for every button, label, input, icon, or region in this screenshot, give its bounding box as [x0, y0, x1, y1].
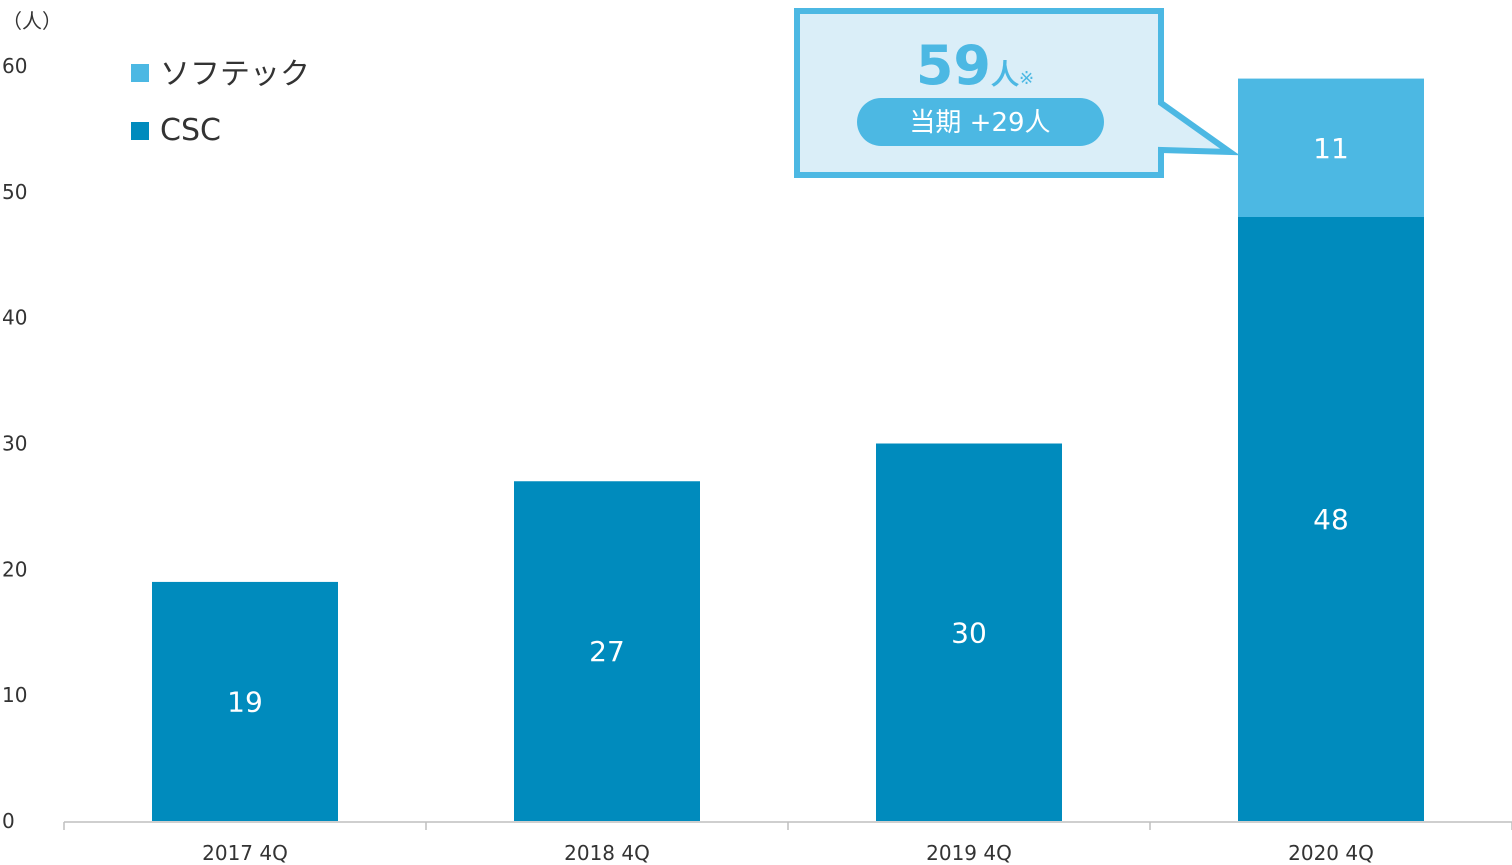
callout-total-text: 59人※: [916, 34, 1034, 97]
callout-footnote-mark: ※: [1019, 68, 1034, 89]
bar-labels: 19 27 30 48 11: [227, 132, 1349, 719]
y-axis: 0 10 20 30 40 50 60: [2, 54, 27, 833]
bar-value-label: 19: [227, 685, 263, 718]
bar-csc: [876, 443, 1062, 821]
x-tick-label: 2017 4Q: [202, 841, 288, 865]
bar-value-label: 48: [1313, 503, 1349, 536]
callout-box: [794, 8, 1240, 178]
y-tick-label: 0: [2, 809, 15, 833]
callout-total-unit: 人: [991, 58, 1019, 91]
bar-softec: [1238, 78, 1424, 217]
legend-swatch-softec: [131, 64, 149, 82]
callout-total-value: 59: [916, 34, 991, 97]
y-tick-label: 10: [2, 683, 27, 707]
callout-change-text: 当期 +29人: [909, 108, 1050, 138]
x-tick-label: 2019 4Q: [926, 841, 1012, 865]
y-tick-label: 20: [2, 557, 27, 581]
bar-csc: [152, 581, 338, 821]
bar-value-label: 30: [951, 616, 987, 649]
x-tick-label: 2020 4Q: [1288, 841, 1374, 865]
y-tick-label: 40: [2, 306, 27, 330]
bar-value-label: 11: [1313, 132, 1349, 165]
bar-csc: [1238, 217, 1424, 821]
bars: [152, 78, 1424, 821]
legend-label-csc: CSC: [160, 113, 221, 148]
y-tick-label: 30: [2, 432, 27, 456]
y-tick-label: 50: [2, 180, 27, 204]
bar-value-label: 27: [589, 635, 625, 668]
y-axis-unit-label: （人）: [2, 9, 62, 33]
x-tick-label: 2018 4Q: [564, 841, 650, 865]
callout-change-pill: [857, 98, 1104, 146]
x-axis: 2017 4Q 2018 4Q 2019 4Q 2020 4Q: [63, 821, 1512, 865]
legend: ソフテック CSC: [131, 57, 310, 148]
bar-csc: [514, 481, 700, 821]
total-callout: 59人※ 当期 +29人: [794, 8, 1240, 178]
legend-label-softec: ソフテック: [160, 57, 310, 92]
y-tick-label: 60: [2, 54, 27, 78]
legend-swatch-csc: [131, 122, 149, 140]
